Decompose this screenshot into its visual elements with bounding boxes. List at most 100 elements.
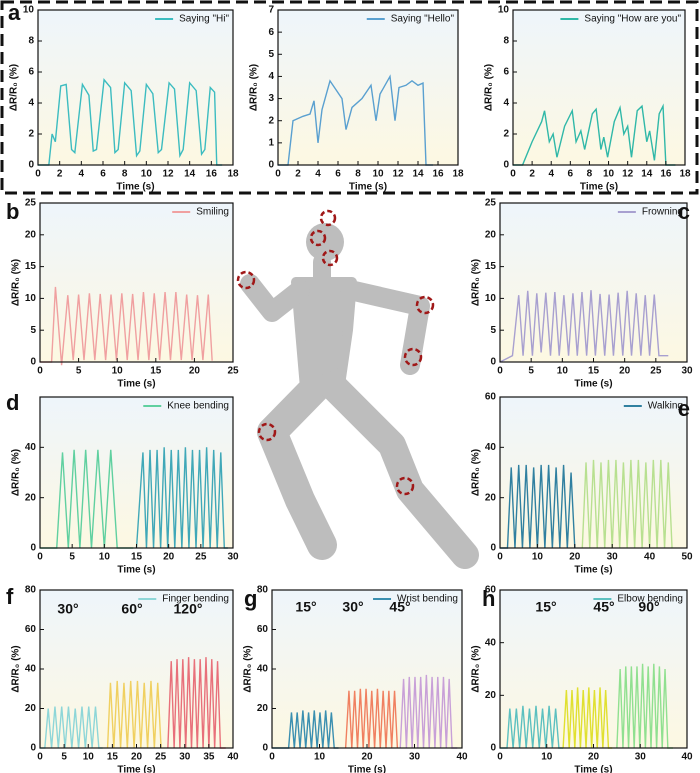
y-axis-label: ΔR/R₀ (%) — [11, 449, 22, 496]
x-tick-label: 20 — [569, 552, 581, 563]
y-axis-label: ΔR/R₀ (%) — [471, 449, 482, 496]
y-tick-label: 15 — [485, 261, 497, 272]
x-tick-label: 15 — [150, 366, 162, 377]
chart: 0 5 10 15 20 25 30 0 20 40 Time (s) ΔR/R₀ (%) Knee b… — [6, 390, 239, 576]
x-tick-label: 15 — [588, 366, 600, 377]
angle-label: 45° — [593, 599, 614, 615]
y-axis-label: ΔR/R₀ (%) — [249, 64, 260, 111]
y-tick-label: 2 — [268, 115, 274, 126]
x-tick-label: 8 — [355, 169, 361, 180]
x-tick-label: 10 — [532, 552, 544, 563]
y-tick-label: 0 — [262, 743, 268, 754]
sensor-markers — [236, 209, 435, 496]
x-tick-label: 8 — [587, 169, 593, 180]
y-axis-label: ΔR/R₀ (%) — [9, 64, 20, 111]
y-tick-label: 0 — [30, 357, 36, 368]
angle-label: 120° — [174, 601, 203, 617]
y-tick-label: 6 — [268, 27, 274, 38]
panel-letter: d — [6, 390, 19, 415]
y-tick-label: 5 — [268, 49, 274, 60]
x-tick-label: 10 — [557, 366, 569, 377]
y-tick-label: 80 — [257, 585, 269, 596]
x-tick-label: 0 — [497, 552, 503, 563]
y-axis-label: ΔR/R₀ (%) — [484, 64, 495, 111]
y-tick-label: 60 — [257, 624, 269, 635]
x-axis-label: Time (s) — [117, 765, 155, 773]
angle-label: 30° — [342, 599, 363, 615]
x-axis-label: Time (s) — [574, 765, 612, 773]
x-tick-label: 0 — [275, 169, 281, 180]
panel-letter: f — [6, 584, 14, 609]
line-series — [344, 688, 399, 749]
plot-frame — [512, 9, 686, 166]
angle-label: 15° — [535, 599, 556, 615]
line-series — [500, 464, 576, 549]
angle-label: 45° — [389, 599, 410, 615]
x-tick-label: 10 — [99, 552, 111, 563]
y-tick-label: 20 — [257, 703, 269, 714]
y-tick-label: 6 — [28, 67, 34, 78]
legend-label: Finger bending — [162, 594, 229, 605]
x-tick-label: 6 — [568, 169, 574, 180]
y-axis-label: ΔR/R₀ (%) — [11, 259, 22, 306]
x-tick-label: 0 — [497, 366, 503, 377]
y-tick-label: 15 — [25, 261, 37, 272]
x-tick-label: 15 — [131, 552, 143, 563]
x-tick-label: 20 — [361, 752, 373, 763]
x-tick-label: 10 — [314, 752, 326, 763]
y-axis-label: ΔR/R₀ (%) — [11, 645, 22, 692]
x-axis-label: Time (s) — [117, 379, 155, 390]
chart: 0 10 20 30 40 0 20 40 60 Time (s) ΔR/R₀ (%) Elbow b… — [471, 585, 693, 773]
legend-label: Frowning — [642, 207, 683, 218]
x-tick-label: 18 — [227, 169, 239, 180]
line-series — [38, 78, 223, 166]
y-tick-label: 40 — [485, 442, 497, 453]
x-tick-label: 4 — [548, 169, 554, 180]
x-tick-label: 30 — [635, 752, 647, 763]
panel-letter: a — [8, 0, 21, 25]
chart: 0 10 20 30 40 50 0 20 40 60 Time (s) ΔR/R₀ (%) Walki… — [471, 392, 693, 576]
y-tick-label: 0 — [30, 743, 36, 754]
x-tick-label: 10 — [141, 169, 153, 180]
x-tick-label: 20 — [131, 752, 143, 763]
x-axis-label: Time (s) — [580, 182, 618, 193]
x-tick-label: 12 — [392, 169, 404, 180]
x-tick-label: 10 — [541, 752, 553, 763]
y-tick-label: 6 — [503, 67, 509, 78]
y-tick-label: 0 — [28, 160, 34, 171]
line-series — [40, 286, 213, 366]
line-series — [135, 447, 228, 549]
x-tick-label: 16 — [432, 169, 444, 180]
x-tick-label: 15 — [107, 752, 119, 763]
legend-label: Knee bending — [167, 401, 229, 412]
y-tick-label: 0 — [490, 543, 496, 554]
x-tick-label: 0 — [269, 752, 275, 763]
x-tick-label: 2 — [57, 169, 63, 180]
line-series — [499, 290, 669, 363]
chart: 0 10 20 30 40 0 20 40 60 80 Time (s) ΔR/R₀ (%) Wrist… — [243, 585, 468, 773]
chart: 0 2 4 6 8 10 12 14 16 18 0 2 4 6 8 10 Time (s) ΔR/R₀ (%) S… — [484, 5, 691, 193]
plot-background — [500, 203, 687, 362]
y-tick-label: 5 — [490, 325, 496, 336]
y-tick-label: 20 — [485, 229, 497, 240]
x-tick-label: 0 — [510, 169, 516, 180]
chart: 0 5 10 15 20 25 30 0 5 10 15 20 25 Time (s) ΔR/R₀ (%) F… — [471, 198, 693, 390]
x-tick-label: 10 — [372, 169, 384, 180]
x-tick-label: 40 — [681, 752, 693, 763]
silhouette — [240, 223, 479, 569]
x-tick-label: 5 — [76, 366, 82, 377]
x-tick-label: 0 — [37, 752, 43, 763]
plot-background — [278, 10, 458, 165]
y-tick-label: 0 — [490, 357, 496, 368]
panel-letter: b — [6, 199, 19, 224]
y-axis-label: ΔR/R₀ (%) — [471, 259, 482, 306]
x-tick-label: 30 — [607, 552, 619, 563]
angle-label: 30° — [57, 601, 78, 617]
x-tick-label: 0 — [35, 169, 41, 180]
x-axis-label: Time (s) — [348, 765, 386, 773]
y-tick-label: 20 — [25, 703, 37, 714]
x-tick-label: 10 — [112, 366, 124, 377]
y-tick-label: 8 — [28, 36, 34, 47]
y-tick-label: 20 — [485, 690, 497, 701]
x-axis-label: Time (s) — [116, 182, 154, 193]
